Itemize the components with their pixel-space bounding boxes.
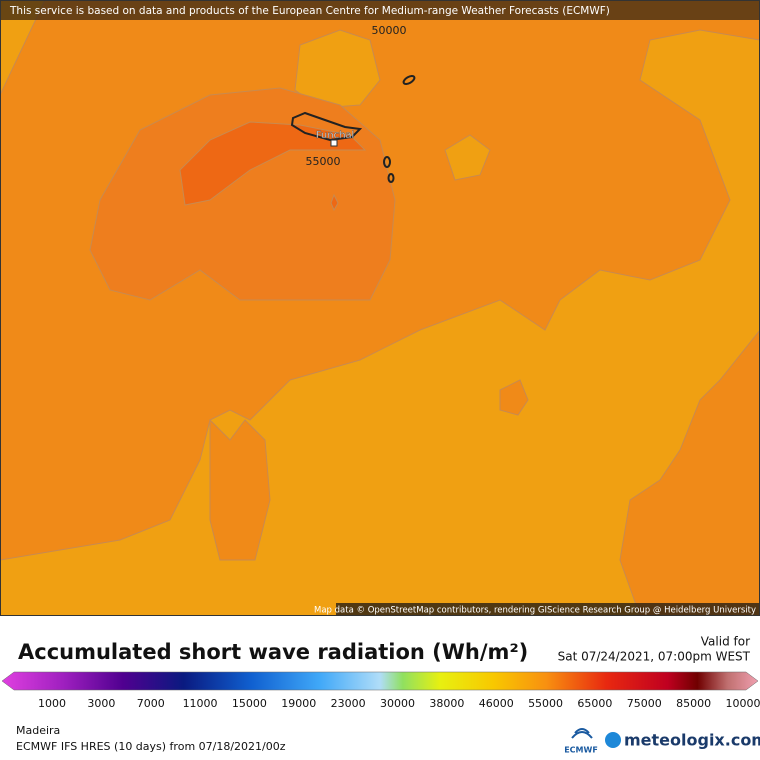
legend-tick-label: 23000 — [331, 697, 366, 710]
legend-tick-label: 85000 — [676, 697, 711, 710]
legend-title: Accumulated short wave radiation (Wh/m²) — [18, 640, 528, 664]
place-label: Funchal — [316, 130, 355, 141]
region: Madeira — [16, 724, 60, 737]
legend-tick-label: 1000 — [38, 697, 66, 710]
legend-tick-label: 75000 — [627, 697, 662, 710]
legend-tick-label: 30000 — [380, 697, 415, 710]
brand-icon — [605, 732, 621, 748]
ecmwf-logo: ECMWF — [564, 746, 598, 755]
legend-tick-label: 15000 — [232, 697, 267, 710]
banner-bg — [1, 1, 759, 20]
contour-label: 55000 — [306, 155, 341, 168]
valid-label: Valid for — [701, 635, 750, 649]
legend-tick-label: 65000 — [577, 697, 612, 710]
legend-tick-label: 10000 — [726, 697, 760, 710]
legend-tick-label: 7000 — [137, 697, 165, 710]
model-run: ECMWF IFS HRES (10 days) from 07/18/2021… — [16, 740, 286, 753]
map: Funchal 50000 55000 This service is base… — [1, 1, 759, 616]
contour-label: 50000 — [372, 24, 407, 37]
legend-tick-label: 19000 — [281, 697, 316, 710]
attribution: Map data © OpenStreetMap contributors, r… — [314, 606, 756, 616]
valid-time: Sat 07/24/2021, 07:00pm WEST — [558, 650, 751, 664]
city-marker — [330, 139, 338, 147]
attribution-bg — [336, 603, 759, 615]
legend-tick-label: 3000 — [87, 697, 115, 710]
legend-ticks: 1000 3000 7000 11000 15000 19000 23000 30000 380… — [38, 697, 760, 710]
legend-tick-label: 55000 — [528, 697, 563, 710]
legend-tick-label: 11000 — [183, 697, 218, 710]
legend-tick-label: 38000 — [429, 697, 464, 710]
legend-tick-label: 46000 — [479, 697, 514, 710]
ecmwf-icon — [571, 728, 593, 739]
color-bar — [1, 671, 759, 691]
brand: meteologix.com — [624, 731, 760, 750]
banner: This service is based on data and produc… — [9, 5, 610, 17]
